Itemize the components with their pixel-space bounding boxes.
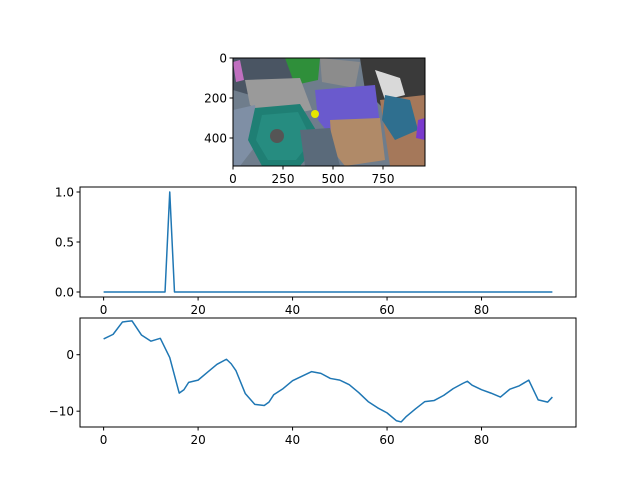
- image-y-ticks: 0 200 400: [204, 52, 233, 146]
- x-tick-label: 0: [229, 172, 237, 186]
- x-tick-label: 20: [190, 433, 205, 447]
- signal-series-line: [103, 320, 553, 423]
- x-tick-label: 60: [379, 303, 394, 317]
- impulse-axes-frame: [79, 186, 577, 298]
- signal-x-ticks: 0 20 40 60 80: [100, 427, 489, 447]
- x-tick-label: 80: [474, 303, 489, 317]
- signal-axes-frame: [79, 317, 577, 428]
- x-tick-label: 250: [272, 172, 295, 186]
- x-tick-label: 20: [190, 303, 205, 317]
- y-tick-label: 400: [204, 132, 227, 146]
- y-tick-label: −10: [49, 405, 74, 419]
- y-tick-label: 0: [219, 52, 227, 66]
- y-tick-label: 1.0: [55, 186, 74, 200]
- x-tick-label: 0: [100, 303, 108, 317]
- y-tick-label: 200: [204, 92, 227, 106]
- image-x-ticks: 0 250 500 750: [229, 166, 394, 186]
- image-axes-frame: [232, 57, 426, 167]
- x-tick-label: 40: [285, 303, 300, 317]
- impulse-panel: 0 20 40 60 80 0.0 0.5 1.0: [55, 186, 577, 317]
- x-tick-label: 0: [100, 433, 108, 447]
- impulse-y-ticks: 0.0 0.5 1.0: [55, 186, 80, 300]
- x-tick-label: 60: [379, 433, 394, 447]
- x-tick-label: 750: [372, 172, 395, 186]
- y-tick-label: 0: [66, 348, 74, 362]
- signal-panel: 0 20 40 60 80 0 −10: [49, 317, 577, 447]
- x-tick-label: 40: [285, 433, 300, 447]
- impulse-x-ticks: 0 20 40 60 80: [100, 297, 489, 317]
- image-panel: 0 250 500 750 0 200 400: [204, 52, 426, 186]
- y-tick-label: 0.5: [55, 236, 74, 250]
- image-marker: [311, 110, 319, 118]
- x-tick-label: 80: [474, 433, 489, 447]
- x-tick-label: 500: [322, 172, 345, 186]
- impulse-series-line: [103, 191, 553, 293]
- y-tick-label: 0.0: [55, 286, 74, 300]
- scene-image: [233, 58, 425, 166]
- signal-y-ticks: 0 −10: [49, 348, 80, 419]
